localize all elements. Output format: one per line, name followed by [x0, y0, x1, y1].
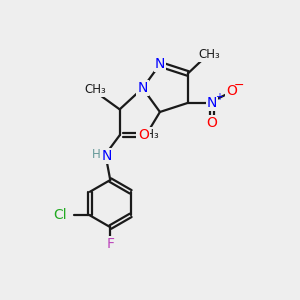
Text: CH₃: CH₃	[137, 128, 159, 141]
Text: N: N	[155, 57, 165, 71]
Text: O: O	[207, 116, 218, 130]
Text: CH₃: CH₃	[85, 83, 106, 96]
Text: N: N	[137, 81, 148, 95]
Text: O: O	[138, 128, 149, 142]
Text: −: −	[234, 79, 245, 92]
Text: F: F	[106, 237, 114, 251]
Text: N: N	[101, 149, 112, 163]
Text: N: N	[207, 96, 217, 110]
Text: CH₃: CH₃	[199, 48, 220, 61]
Text: Cl: Cl	[54, 208, 67, 222]
Text: +: +	[214, 92, 223, 102]
Text: H: H	[92, 148, 100, 161]
Text: O: O	[226, 83, 237, 98]
